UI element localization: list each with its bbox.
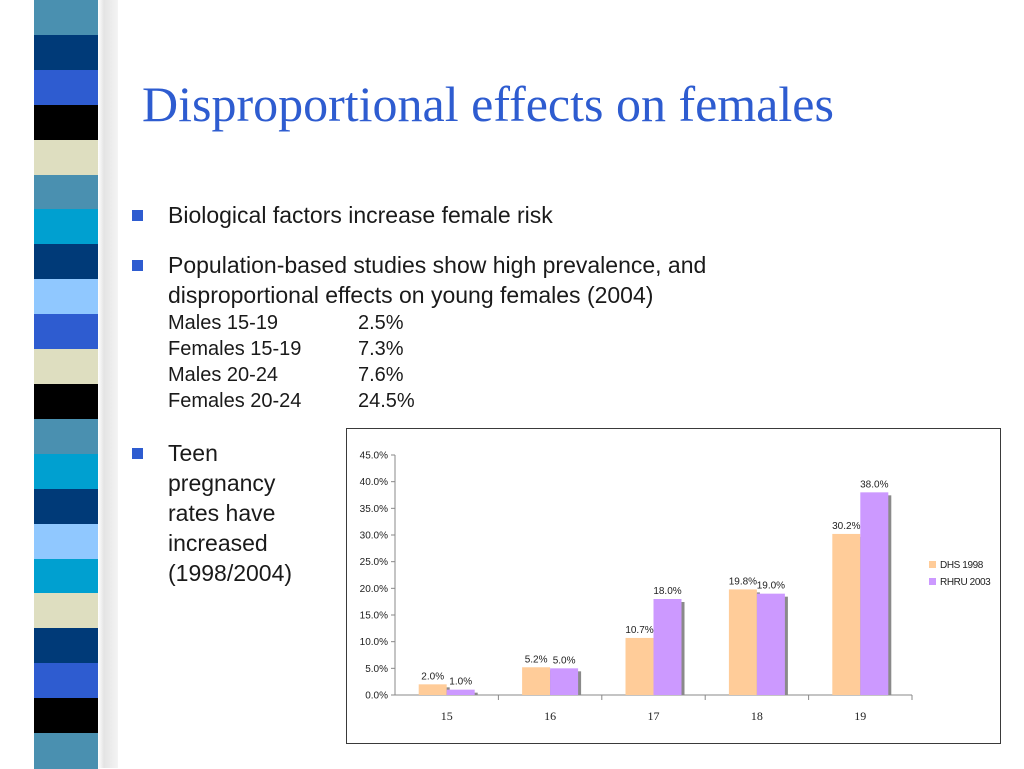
stat-label: Females 20-24 xyxy=(168,390,302,412)
data-label: 5.0% xyxy=(553,655,576,666)
y-tick-label: 5.0% xyxy=(365,664,388,675)
bar-dhs-1998 xyxy=(728,589,757,695)
bullet-text-line: pregnancy xyxy=(168,470,276,496)
y-tick-label: 25.0% xyxy=(360,557,388,568)
x-tick-label: 15 xyxy=(441,709,453,723)
bullet-biological-factors: Biological factors increase female risk xyxy=(130,200,890,230)
bullet-square-icon xyxy=(132,448,143,459)
bullet-text-line: Population-based studies show high preva… xyxy=(168,252,707,278)
decorative-block xyxy=(34,628,98,665)
data-label: 19.0% xyxy=(757,581,785,592)
y-tick-label: 35.0% xyxy=(360,504,388,515)
decorative-block xyxy=(34,488,98,525)
decorative-block xyxy=(34,174,98,211)
legend-label: RHRU 2003 xyxy=(940,577,991,588)
bullet-text: Biological factors increase female risk xyxy=(168,202,553,228)
decorative-block xyxy=(34,593,98,630)
bullet-text-line: disproportional effects on young females… xyxy=(168,282,654,308)
bar-dhs-1998 xyxy=(522,667,551,695)
decorative-block xyxy=(34,244,98,281)
x-tick-label: 19 xyxy=(854,709,866,723)
stat-value: 7.3% xyxy=(358,338,404,360)
y-tick-label: 0.0% xyxy=(365,691,388,702)
y-tick-label: 15.0% xyxy=(360,611,388,622)
prevalence-stats: Males 15-19 2.5% Females 15-19 7.3% Male… xyxy=(168,310,890,414)
decorative-block xyxy=(34,558,98,595)
bar-rhru-2003 xyxy=(550,668,579,695)
stat-row-females-20-24: Females 20-24 24.5% xyxy=(168,388,890,414)
bar-rhru-2003 xyxy=(756,593,785,695)
bar-chart: 0.0% 5.0% 10.0% 15.0% 20.0% 25.0% 30.0% 35.0% 40… xyxy=(346,428,1001,744)
data-label: 38.0% xyxy=(860,479,888,490)
bullet-text-line: (1998/2004) xyxy=(168,560,293,586)
data-label: 10.7% xyxy=(625,625,653,636)
stat-row-females-15-19: Females 15-19 7.3% xyxy=(168,336,890,362)
stat-value: 2.5% xyxy=(358,312,404,334)
decorative-block xyxy=(34,279,98,316)
y-tick-label: 40.0% xyxy=(360,477,388,488)
legend-swatch xyxy=(929,561,936,568)
x-tick-label: 16 xyxy=(544,709,556,723)
decorative-block xyxy=(34,314,98,351)
stat-row-males-20-24: Males 20-24 7.6% xyxy=(168,362,890,388)
data-label: 1.0% xyxy=(449,677,472,688)
stat-label: Males 15-19 xyxy=(168,312,279,334)
decorative-block xyxy=(34,349,98,385)
stat-row-males-15-19: Males 15-19 2.5% xyxy=(168,310,890,336)
bullet-text-line: rates have xyxy=(168,500,276,526)
decorative-block xyxy=(34,69,98,106)
bullet-text-line: Teen xyxy=(168,440,218,466)
bar-rhru-2003 xyxy=(860,492,889,695)
data-label: 5.2% xyxy=(525,654,548,665)
legend-label: DHS 1998 xyxy=(940,560,984,571)
y-tick-label: 45.0% xyxy=(360,451,388,462)
bullet-teen-pregnancy: Teen pregnancy rates have increased (199… xyxy=(130,438,378,588)
decorative-block xyxy=(34,523,98,560)
decorative-block xyxy=(34,139,98,176)
data-label: 19.8% xyxy=(729,576,757,587)
bullet-population-studies: Population-based studies show high preva… xyxy=(130,250,890,414)
decorative-block xyxy=(34,0,98,36)
bar-dhs-1998 xyxy=(418,684,447,695)
data-label: 18.0% xyxy=(653,586,681,597)
decorative-block xyxy=(34,104,98,141)
bullet-text-line: increased xyxy=(168,530,268,556)
data-label: 2.0% xyxy=(421,671,444,682)
decorative-block xyxy=(34,418,98,455)
decorative-block xyxy=(34,698,98,735)
decorative-block xyxy=(34,453,98,490)
stat-value: 7.6% xyxy=(358,364,404,386)
x-tick-label: 17 xyxy=(648,709,660,723)
bullet-square-icon xyxy=(132,210,143,221)
bar-dhs-1998 xyxy=(625,637,654,695)
bar-dhs-1998 xyxy=(832,533,861,695)
decorative-block xyxy=(34,663,98,700)
decorative-block xyxy=(34,384,98,420)
x-tick-label: 18 xyxy=(751,709,763,723)
bullet-square-icon xyxy=(132,260,143,271)
stat-label: Males 20-24 xyxy=(168,364,279,386)
data-label: 30.2% xyxy=(832,521,860,532)
slide-title: Disproportional effects on females xyxy=(142,76,834,132)
decorative-block xyxy=(34,209,98,246)
y-tick-label: 20.0% xyxy=(360,584,388,595)
bar-rhru-2003 xyxy=(446,689,475,695)
y-tick-label: 10.0% xyxy=(360,637,388,648)
stat-label: Females 15-19 xyxy=(168,338,302,360)
stat-value: 24.5% xyxy=(358,390,415,412)
decorative-block xyxy=(34,733,98,769)
y-tick-label: 30.0% xyxy=(360,531,388,542)
legend-swatch xyxy=(929,578,936,585)
decorative-block xyxy=(34,34,98,71)
bar-chart-svg: 0.0% 5.0% 10.0% 15.0% 20.0% 25.0% 30.0% 35.0% 40… xyxy=(360,451,992,724)
bullet-list: Biological factors increase female risk … xyxy=(130,200,890,414)
bar-rhru-2003 xyxy=(653,599,682,695)
